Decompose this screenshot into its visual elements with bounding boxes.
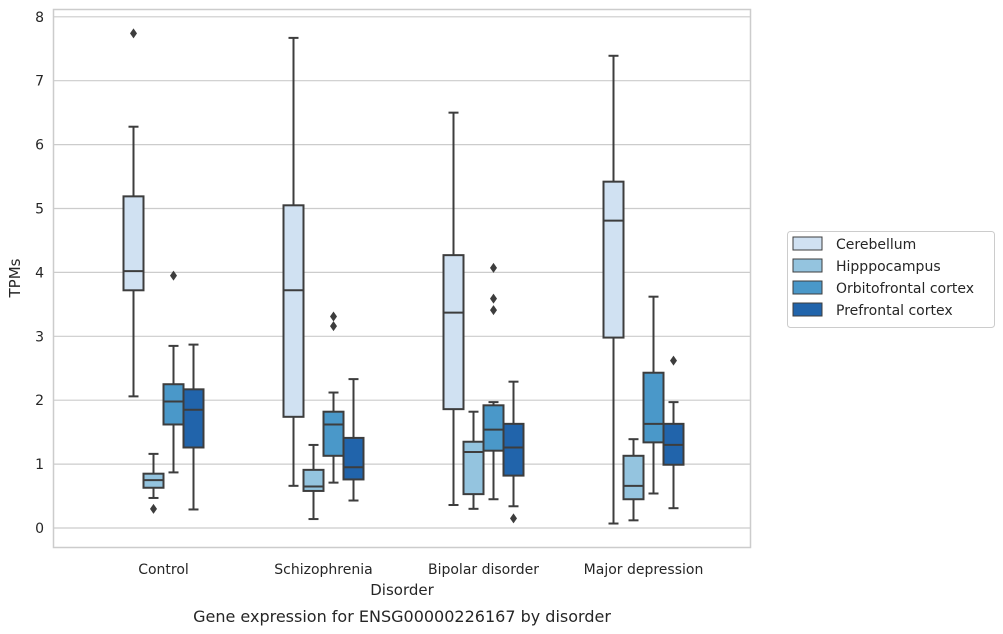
outlier-point: [490, 305, 497, 316]
chart-caption: Gene expression for ENSG00000226167 by d…: [193, 607, 611, 626]
x-axis-title: Disorder: [370, 581, 434, 599]
iqr-box: [482, 404, 505, 452]
iqr-box: [322, 410, 345, 457]
box-hipppocampus: [622, 438, 645, 522]
y-tick-labels: 0 1 2 3 4 5 6 7 8: [35, 10, 44, 537]
y-tick-label: 4: [35, 265, 44, 281]
box-cerebellum: [602, 54, 625, 525]
legend-label: Cerebellum: [836, 237, 916, 253]
y-tick-label: 2: [35, 393, 44, 409]
box-prefrontal-cortex: [182, 343, 205, 511]
outlier-point: [510, 513, 517, 524]
outlier-point: [490, 293, 497, 304]
iqr-box: [602, 180, 625, 339]
iqr-box: [622, 454, 645, 501]
y-tick-label: 3: [35, 329, 44, 345]
x-tick-label: Control: [138, 562, 189, 578]
outlier-point: [170, 270, 177, 281]
box-cerebellum: [122, 28, 145, 398]
outlier-point: [670, 355, 677, 366]
x-tick-label: Bipolar disorder: [428, 562, 539, 578]
legend-label: Orbitofrontal cortex: [836, 281, 974, 297]
box-prefrontal-cortex: [662, 355, 685, 510]
box-series: [122, 28, 685, 525]
box-prefrontal-cortex: [342, 378, 365, 502]
y-tick-label: 5: [35, 202, 44, 218]
legend-frame: [787, 231, 995, 328]
box-orbitofrontal-cortex: [482, 262, 505, 501]
legend-label: Prefrontal cortex: [836, 303, 953, 319]
outlier-point: [490, 262, 497, 273]
iqr-box: [182, 388, 205, 449]
box-hipppocampus: [142, 452, 165, 514]
outlier-point: [330, 321, 337, 332]
y-tick-label: 6: [35, 138, 44, 154]
iqr-box: [122, 195, 145, 292]
box-orbitofrontal-cortex: [322, 311, 345, 484]
box-cerebellum: [282, 36, 305, 487]
box-cerebellum: [442, 111, 465, 506]
iqr-box: [502, 422, 525, 477]
box-orbitofrontal-cortex: [642, 295, 665, 495]
x-tick-labels: Control Schizophrenia Bipolar disorder Majo…: [138, 562, 703, 578]
outlier-point: [150, 503, 157, 514]
y-tick-label: 8: [35, 10, 44, 26]
legend-label: Hipppocampus: [836, 259, 941, 275]
legend-swatch: [792, 280, 823, 295]
iqr-box: [282, 204, 305, 418]
outlier-point: [330, 311, 337, 322]
y-tick-label: 0: [35, 521, 44, 537]
iqr-box: [342, 436, 365, 481]
iqr-box: [462, 440, 485, 496]
plot-area-background: [52, 8, 752, 549]
iqr-box: [442, 254, 465, 411]
box-orbitofrontal-cortex: [162, 270, 185, 474]
box-hipppocampus: [302, 443, 325, 521]
legend-swatch: [792, 236, 823, 251]
iqr-box: [302, 468, 325, 492]
y-tick-label: 1: [35, 457, 44, 473]
iqr-box: [642, 371, 665, 444]
legend: Cerebellum Hipppocampus Orbitofrontal cort…: [787, 231, 995, 328]
legend-swatch: [792, 302, 823, 317]
y-tick-label: 7: [35, 74, 44, 90]
box-hipppocampus: [462, 410, 485, 510]
box-prefrontal-cortex: [502, 380, 525, 524]
legend-swatch: [792, 258, 823, 273]
iqr-box: [162, 383, 185, 426]
y-axis-title: TPMs: [6, 258, 24, 298]
outlier-point: [130, 28, 137, 39]
x-tick-label: Major depression: [584, 562, 704, 578]
x-tick-label: Schizophrenia: [274, 562, 372, 578]
